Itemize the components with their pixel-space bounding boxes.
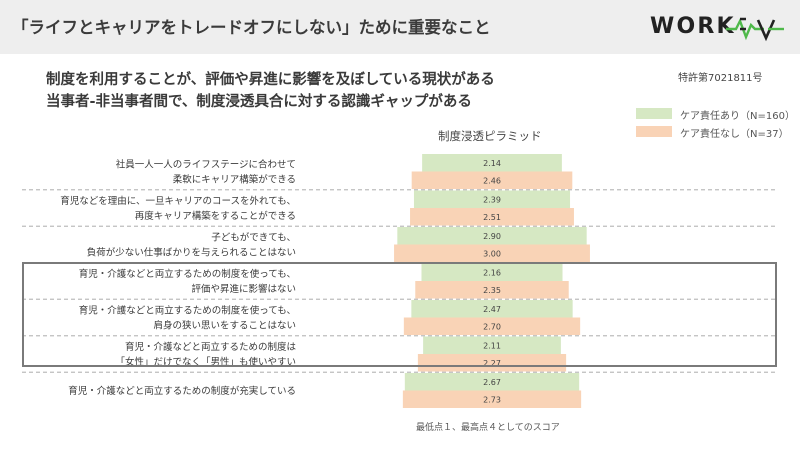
value-label-care-yes-1: 2.14 [483,159,501,168]
category-label-2-line-1: 育児などを理由に、一旦キャリアのコースを外れても、 [60,195,296,207]
bar-care-no-6 [417,354,567,372]
bar-care-yes-4 [421,263,563,281]
bar-care-yes-2 [413,190,571,208]
bar-care-yes-7 [404,373,580,391]
bar-care-no-3 [394,244,590,262]
category-label-3-line-1: 子どもができても、 [211,232,296,244]
category-label-4-line-2: 評価や昇進に影響はない [191,283,296,295]
page-title: 「ライフとキャリアをトレードオフにしない」ために重要なこと [12,18,491,37]
value-label-care-no-5: 2.70 [483,322,501,331]
bar-care-no-5 [403,317,581,335]
legend-label-care-yes: ケア責任あり（N=160） [680,111,795,122]
value-label-care-yes-5: 2.47 [483,305,501,314]
highlight-box [22,262,777,367]
value-label-care-yes-6: 2.11 [483,341,501,350]
logo-text-work: WORK [650,14,736,39]
category-label-5-line-1: 育児・介護などと両立するための制度を使っても、 [79,305,296,317]
chart-title: 制度浸透ピラミッド [438,129,542,143]
value-label-care-no-6: 2.27 [483,359,501,368]
logo-ev-mark [726,17,784,42]
bar-care-yes-5 [411,300,573,318]
logo-text: WORKEV [650,14,772,39]
legend-swatch-care-no [636,126,672,137]
value-label-care-no-7: 2.73 [483,395,501,404]
legend-swatch-care-yes [636,108,672,119]
value-label-care-no-4: 2.35 [483,286,501,295]
value-label-care-yes-2: 2.39 [483,195,501,204]
bar-care-no-1 [411,171,573,189]
category-label-6-line-1: 育児・介護などと両立するための制度は [125,341,297,353]
headline-1: 制度を利用することが、評価や昇進に影響を及ぼしている現状がある [46,72,495,88]
category-label-7-line-1: 育児・介護などと両立するための制度が充実している [68,385,296,397]
value-label-care-yes-7: 2.67 [483,378,501,387]
headline-2: 当事者-非当事者間で、制度浸透具合に対する認識ギャップがある [46,94,472,110]
category-label-1-line-2: 柔軟にキャリア構築ができる [173,174,296,186]
bar-care-no-7 [402,390,582,408]
value-label-care-no-1: 2.46 [483,176,501,185]
bar-care-yes-1 [422,154,562,172]
value-label-care-yes-4: 2.16 [483,268,501,277]
bar-care-no-2 [410,208,574,226]
value-label-care-no-3: 3.00 [483,249,501,258]
category-label-1-line-1: 社員一人一人のライフステージに合わせて [116,159,296,171]
bar-care-no-4 [415,281,569,299]
value-label-care-yes-3: 2.90 [483,232,501,241]
footnote: 最低点１、最高点４としてのスコア [416,423,560,433]
legend-label-care-no: ケア責任なし（N=37） [680,129,789,140]
value-label-care-no-2: 2.51 [483,213,501,222]
header-bar [0,0,800,54]
patent-number: 特許第7021811号 [678,73,763,84]
bar-care-yes-6 [423,336,561,354]
category-label-3-line-2: 負荷が少ない仕事ばかりを与えられることはない [87,247,296,259]
category-label-4-line-1: 育児・介護などと両立するための制度を使っても、 [79,268,296,280]
workev-logo: WORKEV [650,14,790,44]
category-label-2-line-2: 再度キャリア構築をすることができる [135,210,296,222]
bar-care-yes-3 [397,227,587,245]
category-label-5-line-2: 肩身の狭い思いをすることはない [153,320,296,332]
